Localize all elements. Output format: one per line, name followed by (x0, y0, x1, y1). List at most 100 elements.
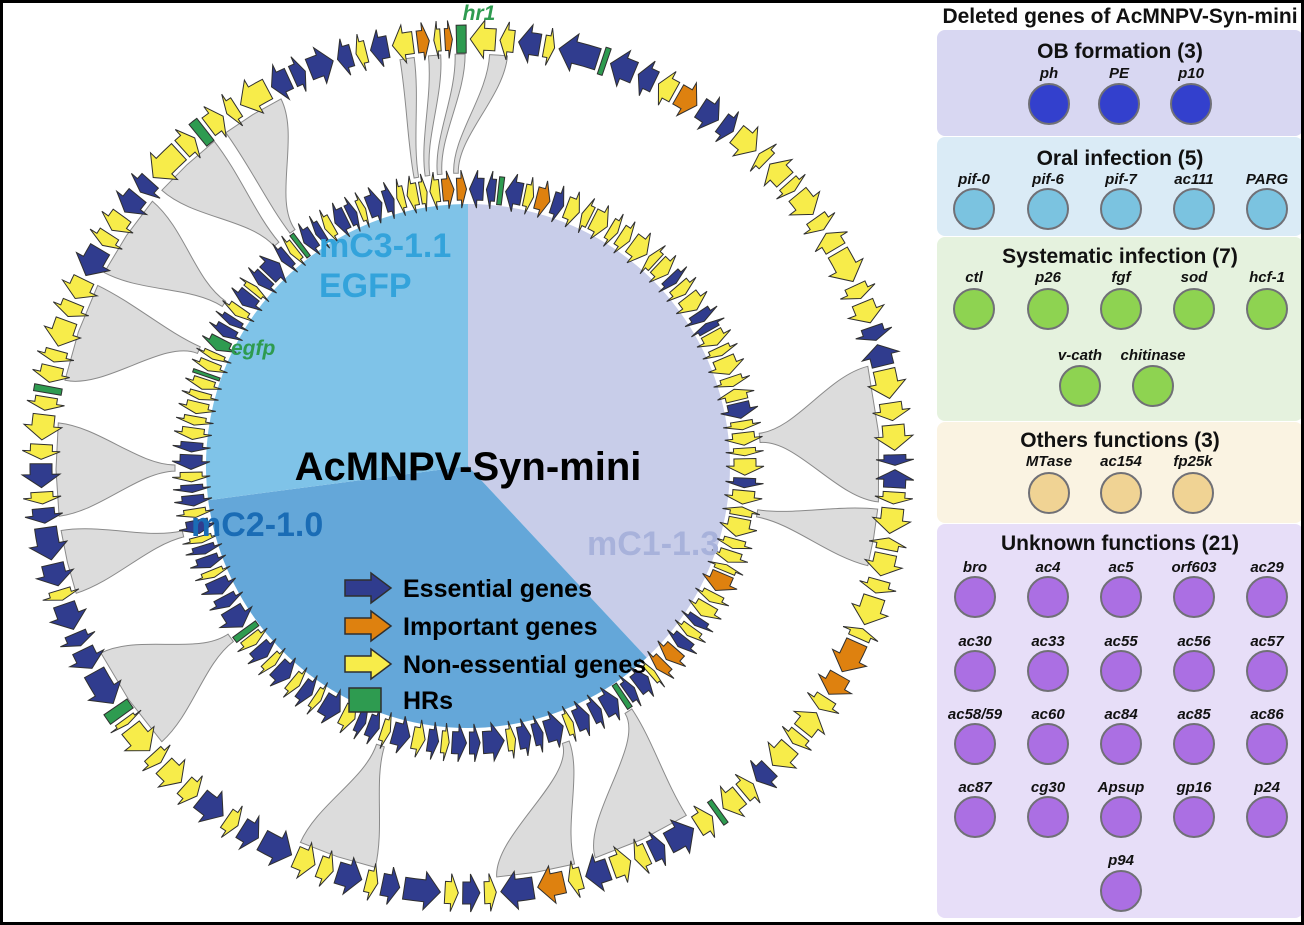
outer-ring-gene-arrow-106 (304, 46, 334, 85)
gene-label-mtase: MTase (1025, 453, 1073, 470)
outer-ring-gene-arrow-4 (558, 32, 602, 73)
inner-ring-gene-arrow-43 (657, 640, 687, 667)
inner-ring-hr-block-76 (231, 620, 260, 644)
inner-ring-gene-arrow-110 (297, 223, 321, 256)
sector-label-mC3: mC3-1.1 (319, 227, 451, 265)
gene-circle-v-cath (1059, 365, 1101, 407)
outer-ring-gene-arrow-56 (462, 873, 481, 913)
outer-ring-gene-arrow-9 (672, 81, 698, 117)
gene-label-apsup: Apsup (1097, 779, 1145, 796)
outer-ring-gene-arrow-65 (235, 814, 260, 851)
inner-ring-gene-arrow-9 (587, 205, 609, 240)
gene-label-ac33: ac33 (1031, 633, 1065, 650)
legend-item-label-2: Non-essential genes (403, 651, 646, 679)
gene-label-ac56: ac56 (1177, 633, 1211, 650)
gene-label-ac58-59: ac58/59 (947, 706, 1003, 723)
outer-ring-gene-arrow-109 (369, 29, 391, 68)
outer-ring-gene-arrow-96 (115, 187, 149, 216)
section-title-systematic: Systematic infection (7) (1002, 245, 1238, 268)
outer-ring-gene-arrow-7 (637, 60, 660, 96)
inner-ring-gene-arrow-119 (406, 175, 421, 214)
inner-ring-gene-arrow-93 (178, 399, 216, 415)
inner-ring-gene-arrow-78 (209, 590, 244, 611)
inner-ring-gene-arrow-87 (172, 483, 211, 494)
gene-circle-p24 (1246, 796, 1288, 838)
outer-ring-gene-arrow-69 (155, 757, 186, 788)
outer-ring-gene-arrow-68 (176, 775, 203, 806)
inner-ring-gene-arrow-17 (676, 289, 708, 315)
outer-ring-gene-arrow-20 (840, 280, 876, 300)
outer-ring-gene-arrow-88 (32, 363, 70, 383)
inner-ring-gene-arrow-113 (331, 202, 352, 238)
outer-ring-gene-arrow-60 (362, 863, 379, 901)
gene-circle-ac4 (1027, 576, 1069, 618)
inner-ring-gene-arrow-38 (695, 587, 730, 607)
inner-ring-gene-arrow-69 (306, 682, 329, 715)
inner-ring-gene-arrow-22 (708, 353, 745, 375)
gene-label-ac86: ac86 (1250, 706, 1284, 723)
outer-ring-gene-arrow-11 (714, 111, 740, 143)
outer-ring-gene-arrow-64 (256, 829, 293, 867)
gene-label-ac30: ac30 (958, 633, 992, 650)
outer-ring (20, 18, 915, 913)
gene-circle-hcf-1 (1246, 288, 1288, 330)
outer-ring-gene-arrow-15 (776, 173, 806, 200)
outer-ring-gene-arrow-52 (567, 860, 585, 898)
gene-label-ac85: ac85 (1177, 706, 1211, 723)
outer-ring-gene-arrow-93 (75, 243, 112, 277)
outer-ring-gene-arrow-1 (499, 21, 516, 60)
gene-circle-ac60 (1027, 723, 1069, 765)
inner-ring-gene-arrow-40 (681, 610, 714, 633)
inner-ring-gene-arrow-120 (417, 173, 428, 212)
outer-ring-gene-arrow-10 (693, 95, 720, 131)
legend-arrow-icon-0 (344, 571, 393, 605)
inner-ring-gene-arrow-117 (380, 182, 395, 219)
outer-ring-gene-arrow-18 (814, 231, 848, 255)
gene-label-p10: p10 (1178, 65, 1204, 82)
legend-arrow-icon-1 (344, 609, 393, 643)
outer-ring-gene-arrow-42 (750, 759, 778, 789)
inner-ring-gene-arrow-57 (481, 721, 505, 763)
inner-ring-gene-arrow-13 (639, 245, 666, 275)
inner-ring-gene-arrow-62 (410, 719, 426, 758)
outer-ring-hr-block-5 (596, 46, 612, 77)
outer-ring-gene-arrow-43 (734, 773, 761, 804)
outer-ring-gene-arrow-80 (28, 525, 69, 561)
gene-circle-bro (954, 576, 996, 618)
deletion-ribbon-11 (55, 422, 176, 517)
outer-ring-gene-arrow-34 (850, 593, 890, 626)
gene-label-bro: bro (962, 559, 988, 576)
outer-ring-gene-arrow-13 (749, 143, 777, 172)
inner-ring-gene-arrow-21 (702, 342, 738, 360)
gene-label-ac57: ac57 (1250, 633, 1284, 650)
inner-ring-gene-arrow-105 (247, 267, 277, 294)
outer-ring-gene-arrow-61 (333, 856, 363, 896)
inner-ring-gene-arrow-82 (185, 541, 223, 556)
gene-label-ac5: ac5 (1108, 559, 1134, 576)
outer-ring-gene-arrow-38 (806, 691, 840, 714)
inner-ring-gene-arrow-73 (258, 647, 286, 676)
pie-sector-mC2 (208, 466, 647, 729)
inner-ring-gene-arrow-116 (363, 187, 383, 224)
gene-circle-ac86 (1246, 723, 1288, 765)
deletion-ribbons (55, 53, 880, 878)
outer-ring-gene-arrow-48 (645, 831, 667, 867)
outer-ring-gene-arrow-57 (443, 873, 459, 912)
inner-ring-gene-arrow-56 (504, 720, 517, 759)
outer-ring-gene-arrow-113 (443, 20, 453, 59)
outer-ring-hr-block-114 (455, 24, 467, 54)
inner-ring-gene-arrow-58 (468, 723, 481, 763)
gene-label-fgf: fgf (1111, 269, 1131, 286)
outer-ring-gene-arrow-107 (336, 38, 356, 76)
section-title-others: Others functions (3) (1020, 429, 1220, 452)
outer-ring-gene-arrow-72 (110, 709, 142, 734)
legend-item-label-1: Important genes (403, 613, 597, 641)
gene-label-pif-0: pif-0 (958, 171, 990, 188)
inner-ring-gene-arrow-121 (429, 172, 442, 210)
inner-ring-gene-arrow-41 (674, 619, 706, 643)
outer-ring-gene-arrow-28 (875, 469, 915, 489)
outer-ring-gene-arrow-101 (201, 106, 227, 138)
inner-ring-gene-arrow-10 (602, 213, 624, 247)
gene-label-parg: PARG (1245, 171, 1289, 188)
outer-ring-gene-arrow-6 (609, 49, 640, 88)
